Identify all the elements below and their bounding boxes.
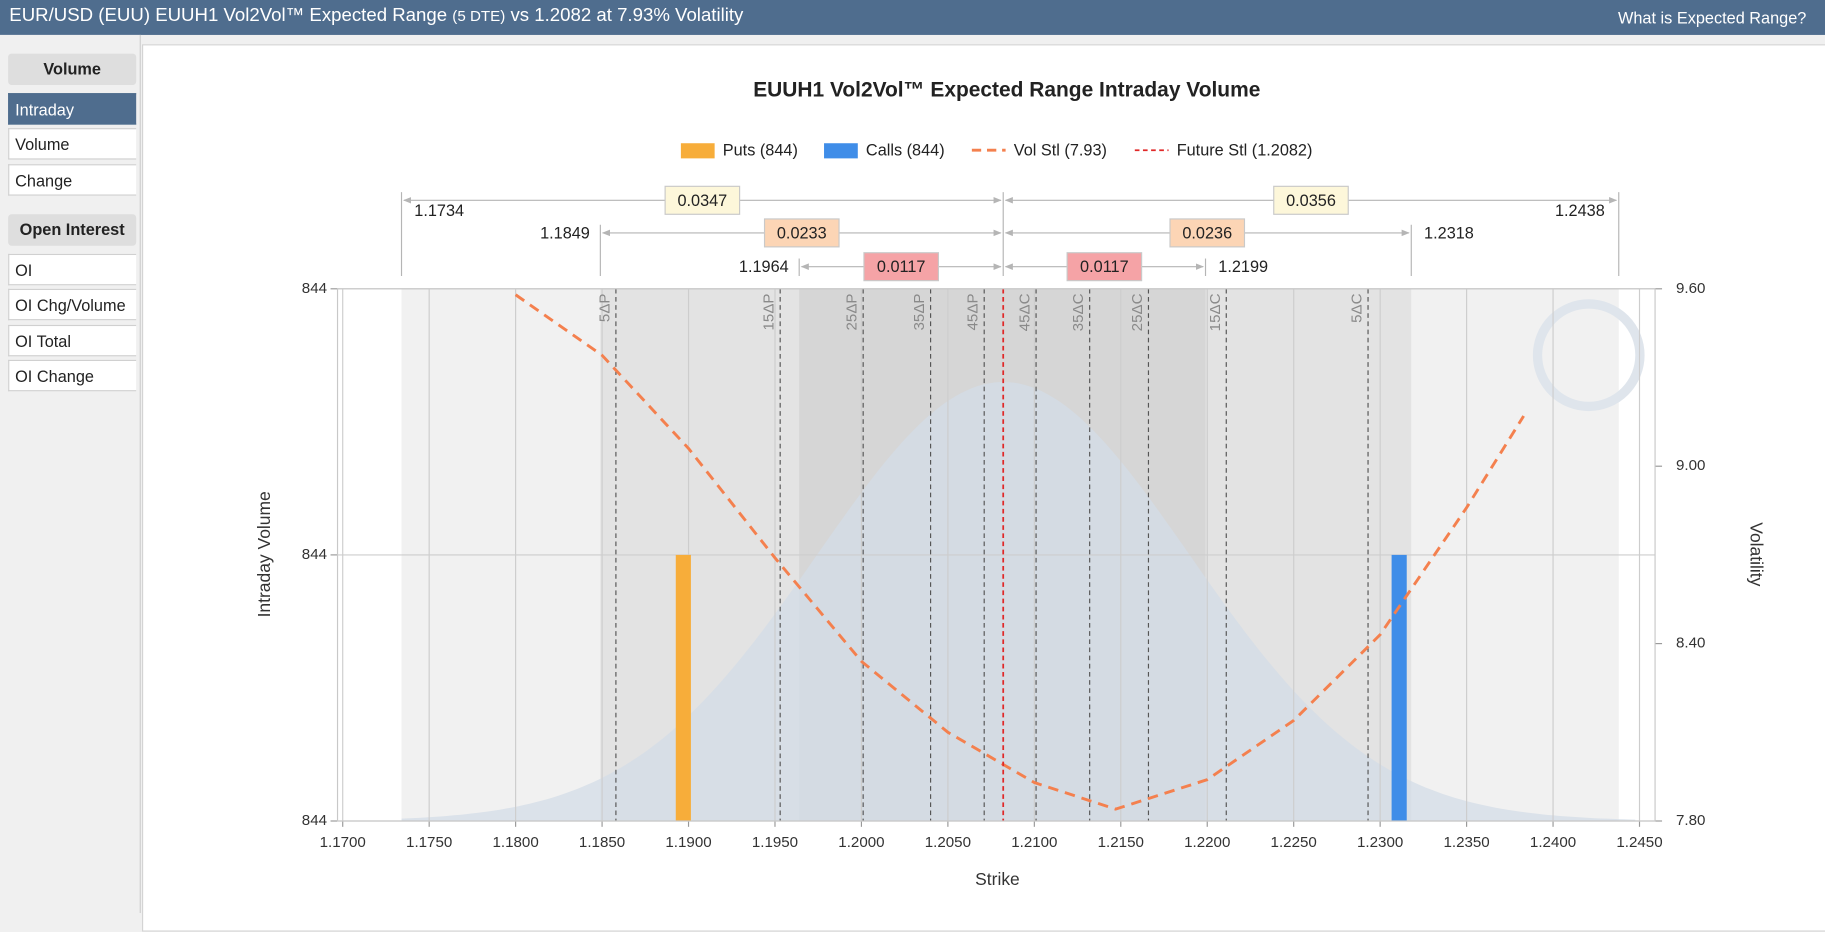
nav-item[interactable]: OI Change	[8, 359, 137, 392]
y-tick-label: 844	[302, 812, 327, 829]
range-diff-box	[1273, 185, 1349, 215]
y2-tick-label: 8.40	[1676, 635, 1705, 652]
range-diff-label: 0.0356	[1286, 192, 1336, 210]
range-high-label: 1.2318	[1424, 224, 1474, 242]
header-bar: EUR/USD (EUU) EUUH1 Vol2Vol™ Expected Ra…	[0, 0, 1825, 35]
vol-line	[514, 293, 1525, 811]
x-tick-label: 1.2300	[1357, 834, 1403, 851]
delta-label: 15ΔC	[1207, 293, 1224, 331]
range-diff-box	[664, 185, 741, 215]
nav-item[interactable]: OI	[8, 253, 137, 286]
plot-frame	[336, 288, 1656, 822]
delta-label: 5ΔC	[1349, 293, 1366, 323]
range-diff-box	[1066, 252, 1143, 282]
range-low-label: 1.1964	[739, 258, 789, 276]
legend-label: Vol Stl (7.93)	[1014, 142, 1107, 160]
x-tick-label: 1.1850	[579, 834, 625, 851]
range-high-label: 1.2199	[1218, 258, 1268, 276]
title-suffix: vs 1.2082 at 7.93% Volatility	[510, 5, 744, 26]
range-diff-label: 0.0236	[1182, 224, 1232, 242]
legend-label: Calls (844)	[866, 142, 945, 160]
range-low-label: 1.1734	[414, 202, 464, 220]
delta-label: 45ΔP	[965, 293, 982, 330]
range-low-label: 1.1849	[540, 224, 590, 242]
sidebar: Volume Intraday Volume Change Open Interest O…	[0, 34, 141, 913]
nav-item[interactable]: Change	[8, 163, 137, 196]
delta-label: 5ΔP	[596, 293, 613, 322]
x-tick-label: 1.1900	[665, 834, 711, 851]
range-diff-box	[1169, 218, 1246, 248]
range-diff-label: 0.0117	[1080, 258, 1129, 276]
x-tick-label: 1.2200	[1184, 834, 1230, 851]
title-text: EUR/USD (EUU) EUUH1 Vol2Vol™ Expected Ra…	[9, 5, 448, 26]
bar	[675, 554, 691, 822]
x-axis-label: Strike	[975, 869, 1020, 889]
y2-tick-label: 9.00	[1676, 457, 1705, 474]
delta-label: 45ΔC	[1017, 293, 1034, 331]
delta-label: 35ΔP	[911, 293, 928, 330]
x-tick-label: 1.2050	[925, 834, 971, 851]
bar	[1391, 554, 1407, 822]
delta-label: 35ΔC	[1070, 293, 1087, 331]
range-diff-label: 0.0233	[777, 224, 827, 242]
nav-item[interactable]: Intraday	[8, 93, 137, 125]
x-tick-label: 1.2350	[1443, 834, 1489, 851]
group-header: Volume	[8, 53, 137, 86]
x-tick-label: 1.2250	[1271, 834, 1317, 851]
chart-title: EUUH1 Vol2Vol™ Expected Range Intraday V…	[753, 78, 1260, 101]
range-high-label: 1.2438	[1555, 202, 1605, 220]
y-tick-label: 844	[302, 280, 327, 297]
x-tick-label: 1.2100	[1011, 834, 1057, 851]
nav-item[interactable]: Volume	[8, 128, 137, 160]
help-link[interactable]: What is Expected Range?	[1617, 8, 1807, 27]
range-diff-box	[863, 252, 940, 282]
y2-tick-label: 7.80	[1676, 812, 1705, 829]
x-tick-label: 1.2400	[1530, 834, 1576, 851]
x-tick-label: 1.2000	[838, 834, 884, 851]
mark-layer	[514, 288, 1525, 822]
delta-label: 15ΔP	[761, 293, 778, 330]
group-header: Open Interest	[8, 214, 137, 246]
x-tick-label: 1.1750	[406, 834, 452, 851]
header-title: EUR/USD (EUU) EUUH1 Vol2Vol™ Expected Ra…	[9, 6, 743, 27]
x-tick-label: 1.2150	[1098, 834, 1144, 851]
distribution-area	[401, 381, 1636, 822]
legend-swatch	[824, 143, 858, 159]
y2-tick-label: 9.60	[1676, 280, 1705, 297]
nav-item[interactable]: OI Total	[8, 324, 137, 356]
legend-label: Future Stl (1.2082)	[1177, 142, 1313, 160]
y-axis-label: Intraday Volume	[254, 491, 274, 617]
x-tick-label: 1.2450	[1616, 834, 1662, 851]
x-tick-label: 1.1700	[320, 834, 366, 851]
dte: (5 DTE)	[452, 6, 506, 25]
delta-label: 25ΔP	[844, 293, 861, 330]
x-tick-label: 1.1950	[752, 834, 798, 851]
range-diff-box	[763, 218, 840, 248]
delta-label: 25ΔC	[1129, 293, 1146, 331]
range-diff-label: 0.0117	[877, 258, 926, 276]
y-tick-label: 844	[302, 546, 327, 563]
nav-item[interactable]: OI Chg/Volume	[8, 289, 137, 321]
range-diff-label: 0.0347	[677, 192, 727, 210]
chart: 5ΔP 15ΔP 25ΔP 35ΔP 45ΔP 45ΔC 35ΔC 25ΔC 15ΔC 5ΔC E…	[254, 78, 1767, 889]
legend-swatch	[680, 143, 715, 159]
legend-label: Puts (844)	[723, 142, 798, 160]
y2-axis-label: Volatility	[1747, 522, 1767, 586]
x-tick-label: 1.1800	[492, 834, 538, 851]
